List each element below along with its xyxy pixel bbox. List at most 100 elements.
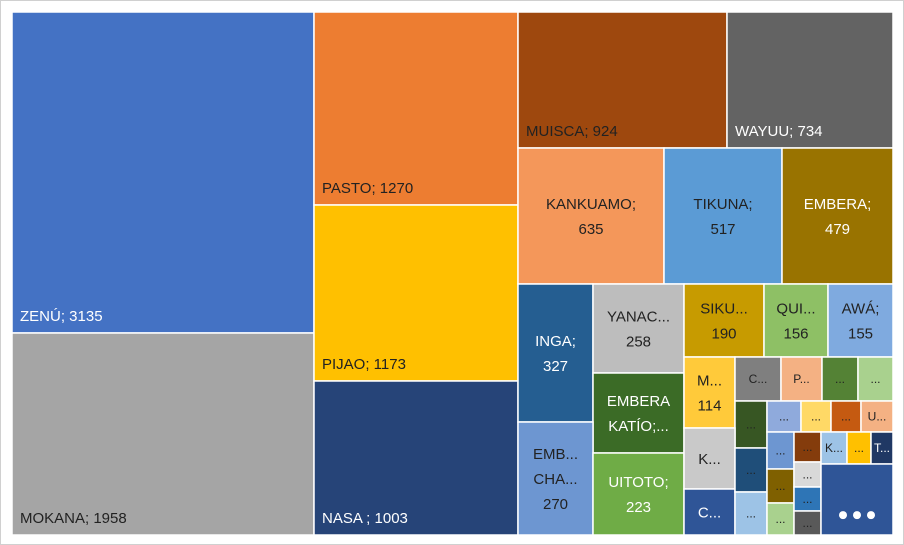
treemap-rect (766, 431, 795, 470)
tile-label: 479 (825, 221, 850, 238)
treemap-tile: U... (860, 400, 894, 433)
treemap-tile: ... (734, 400, 768, 449)
treemap-tile: INGA; 327 (517, 283, 594, 423)
treemap-tile: ... (846, 431, 872, 465)
tile-label: INGA; (535, 333, 576, 350)
tile-label: 156 (783, 325, 808, 342)
more-dot (853, 511, 861, 520)
treemap-tile: WAYUU; 734 (726, 11, 894, 149)
tile-label: YANAC... (607, 308, 670, 325)
treemap-rect (821, 356, 859, 402)
treemap-tile: ... (793, 510, 822, 536)
tile-label: NASA ; 1003 (322, 510, 408, 527)
treemap-rect (592, 283, 685, 374)
treemap-rect (820, 463, 894, 536)
treemap-tile: T... (870, 431, 894, 465)
treemap-rect (592, 452, 685, 536)
treemap-tile: UITOTO; 223 (592, 452, 685, 536)
treemap-tile: KANKUAMO; 635 (517, 147, 665, 285)
treemap-tile: ... (793, 486, 822, 512)
tile-label: EMBERA (607, 393, 670, 410)
tile-label: MOKANA; 1958 (20, 510, 127, 527)
tile-label: ... (835, 372, 845, 386)
tile-label: 155 (848, 325, 873, 342)
treemap-rect (827, 283, 894, 358)
treemap-tile: ... (766, 431, 795, 470)
tile-label: 517 (710, 221, 735, 238)
treemap-tile: YANAC... 258 (592, 283, 685, 374)
tile-label: 223 (626, 499, 651, 516)
treemap-tile: ... (821, 356, 859, 402)
tile-label: KANKUAMO; (546, 196, 636, 213)
treemap-tile: ... (793, 461, 822, 488)
treemap-rect (683, 356, 736, 429)
treemap-rect (663, 147, 783, 285)
treemap-rect (517, 421, 594, 536)
treemap-rect (313, 204, 519, 382)
treemap-rect (793, 461, 822, 488)
treemap-tile: EMB... CHA... 270 (517, 421, 594, 536)
treemap-rect (592, 372, 685, 454)
treemap-rect (683, 283, 765, 358)
tile-label: AWÁ; (842, 300, 880, 317)
tile-label: TIKUNA; (693, 196, 752, 213)
treemap-tile (820, 463, 894, 536)
treemap-tile: ... (766, 400, 802, 433)
tile-label: SIKU... (700, 300, 748, 317)
treemap-rect (517, 283, 594, 423)
treemap-rect (793, 510, 822, 536)
tile-label: ZENÚ; 3135 (20, 308, 103, 325)
tile-label: CHA... (533, 471, 577, 488)
tile-label: 190 (711, 325, 736, 342)
tile-label: KATÍO;... (608, 418, 669, 435)
tile-label: QUI... (776, 300, 815, 317)
tile-label: M... (697, 372, 722, 389)
treemap-tile: PIJAO; 1173 (313, 204, 519, 382)
tile-label: 270 (543, 496, 568, 513)
tile-label: K... (698, 451, 721, 468)
treemap-tile: MUISCA; 924 (517, 11, 728, 149)
tile-label: U... (868, 410, 887, 424)
treemap-tile: C... (734, 356, 782, 402)
treemap-tile: ... (734, 491, 768, 536)
treemap-rect (734, 400, 768, 449)
treemap-tile: M... 114 (683, 356, 736, 429)
treemap-rect (313, 11, 519, 206)
treemap-tile: K... (820, 431, 848, 465)
tile-label: ... (746, 463, 756, 477)
treemap-tile: SIKU... 190 (683, 283, 765, 358)
tile-label: WAYUU; 734 (735, 123, 823, 140)
treemap-tile: ... (830, 400, 862, 433)
tile-label: ... (775, 512, 785, 526)
tile-label: ... (746, 507, 756, 521)
tile-label: T... (874, 441, 890, 455)
tile-label: ... (775, 479, 785, 493)
treemap-tile: NASA ; 1003 (313, 380, 519, 536)
tile-label: UITOTO; (608, 474, 668, 491)
treemap-tile: PASTO; 1270 (313, 11, 519, 206)
treemap-tile: K... (683, 427, 736, 490)
tile-label: MUISCA; 924 (526, 123, 618, 140)
tile-label: ... (779, 410, 789, 424)
tile-label: C... (749, 372, 768, 386)
tile-label: PASTO; 1270 (322, 180, 413, 197)
tile-label: EMB... (533, 446, 578, 463)
treemap-rect (763, 283, 829, 358)
tile-label: 635 (578, 221, 603, 238)
treemap-rect (781, 147, 894, 285)
tile-label: C... (698, 504, 721, 521)
treemap-tile: TIKUNA; 517 (663, 147, 783, 285)
tile-label: ... (802, 492, 812, 506)
tile-label: 258 (626, 333, 651, 350)
tile-label: 327 (543, 358, 568, 375)
treemap-tile: ... (800, 400, 832, 433)
treemap-tile: ... (766, 502, 795, 536)
tile-label: ... (775, 444, 785, 458)
treemap-tile: ... (857, 356, 894, 402)
treemap-rect (766, 502, 795, 536)
tile-label: ... (802, 468, 812, 482)
treemap-rect (726, 11, 894, 149)
tile-label: EMBERA; (804, 196, 872, 213)
treemap-tile: C... (683, 488, 736, 536)
